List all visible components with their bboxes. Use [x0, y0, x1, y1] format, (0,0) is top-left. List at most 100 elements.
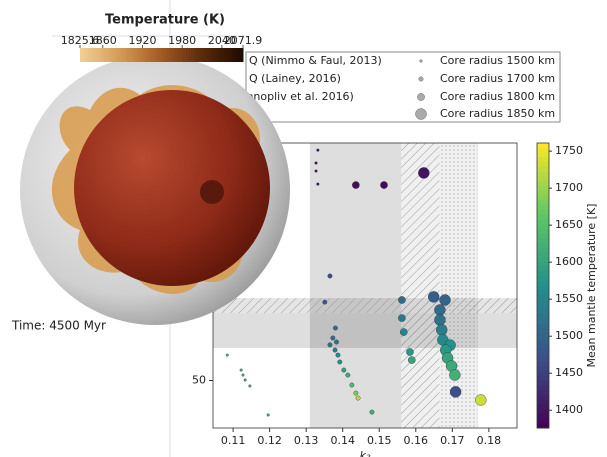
colorbar-cell [537, 309, 549, 314]
temp-colorbar-tick-label: 1860 [89, 34, 117, 47]
colorbar-cell [537, 385, 549, 390]
legend-note: Konopliv et al. 2016) [240, 90, 354, 103]
colorbar-cell [537, 238, 549, 243]
colorbar-cell [537, 328, 549, 333]
colorbar-cell [537, 200, 549, 205]
colorbar-cell [537, 267, 549, 272]
legend-label: Core radius 1500 km [440, 54, 555, 67]
x-tick-label: 0.16 [404, 434, 429, 447]
span [213, 313, 517, 348]
span [440, 143, 478, 428]
point [342, 368, 346, 372]
point [315, 162, 318, 165]
colorbar-cell [537, 186, 549, 191]
figure: Temperature (K) Time: 4500 Myr 0.110.120… [0, 0, 607, 457]
point [370, 410, 374, 414]
colorbar-cell [537, 371, 549, 376]
colorbar-cell [537, 333, 549, 338]
colorbar-cell [537, 262, 549, 267]
x-tick-label: 0.18 [477, 434, 502, 447]
point [398, 314, 405, 321]
colorbar-cell [537, 153, 549, 158]
x-axis-label: k₂ [360, 449, 371, 457]
colorbar-cell [537, 191, 549, 196]
time-label: Time: 4500 Myr [11, 319, 106, 333]
colorbar-cell [537, 248, 549, 253]
point [434, 314, 445, 325]
x-tick-label: 0.17 [440, 434, 465, 447]
span [401, 143, 439, 428]
point [400, 328, 407, 335]
temp-colorbar-cell [240, 48, 243, 62]
colorbar-cell [537, 205, 549, 210]
point [350, 383, 354, 387]
point [331, 336, 335, 340]
point [475, 394, 486, 405]
point [240, 369, 243, 372]
colorbar-cell [537, 381, 549, 386]
colorbar-tick-label: 1700 [555, 181, 583, 194]
colorbar-cell [537, 214, 549, 219]
temp-colorbar-tick-label: 2071.9 [224, 34, 263, 47]
colorbar-cell [537, 162, 549, 167]
span [213, 298, 517, 313]
point [398, 296, 405, 303]
core [74, 90, 270, 286]
colorbar-cell [537, 409, 549, 414]
point [226, 354, 229, 357]
point [249, 385, 252, 388]
x-tick-label: 0.14 [330, 434, 355, 447]
colorbar-cell [537, 286, 549, 291]
colorbar-cell [537, 295, 549, 300]
point [336, 353, 340, 357]
colorbar-tick-label: 1500 [555, 329, 583, 342]
point [315, 170, 318, 173]
point [380, 181, 387, 188]
point [440, 294, 451, 305]
point [333, 326, 337, 330]
colorbar-cell [537, 290, 549, 295]
colorbar-cell [537, 257, 549, 262]
page: Temperature (K) Time: 4500 Myr 0.110.120… [0, 0, 607, 457]
colorbar-cell [537, 148, 549, 153]
legend-label: Core radius 1800 km [440, 90, 555, 103]
colorbar-cell [537, 343, 549, 348]
point [333, 348, 337, 352]
legend-label: Core radius 1700 km [440, 72, 555, 85]
point [338, 360, 342, 364]
colorbar-cell [537, 181, 549, 186]
colorbar-cell [537, 143, 549, 148]
colorbar-cell [537, 224, 549, 229]
point [328, 343, 332, 347]
colorbar-cell [537, 395, 549, 400]
colorbar-cell [537, 357, 549, 362]
colorbar-cell [537, 167, 549, 172]
legend-marker [416, 109, 427, 120]
colorbar-cell [537, 419, 549, 424]
moon-render [20, 55, 290, 325]
colorbar-cell [537, 314, 549, 319]
render-title: Temperature (K) [105, 13, 225, 28]
x-tick-label: 0.13 [294, 434, 319, 447]
colorbar-tick-label: 1550 [555, 292, 583, 305]
colorbar-cell [537, 172, 549, 177]
legend: Q (Nimmo & Faul, 2013)Q (Lainey, 2016)Ko… [240, 52, 560, 122]
point [434, 304, 445, 315]
point [346, 373, 350, 377]
x-tick-label: 0.12 [257, 434, 282, 447]
colorbar-cell [537, 233, 549, 238]
colorbar-cell [537, 362, 549, 367]
point [317, 149, 320, 152]
legend-marker [419, 77, 423, 81]
colorbar-cell [537, 195, 549, 200]
y-tick-label: 50 [192, 374, 206, 387]
point [323, 300, 327, 304]
point [242, 374, 245, 377]
point [317, 183, 320, 186]
legend-note: Q (Nimmo & Faul, 2013) [249, 54, 382, 67]
point [244, 379, 247, 382]
colorbar-cell [537, 347, 549, 352]
point [267, 414, 270, 417]
colorbar-cell [537, 252, 549, 257]
